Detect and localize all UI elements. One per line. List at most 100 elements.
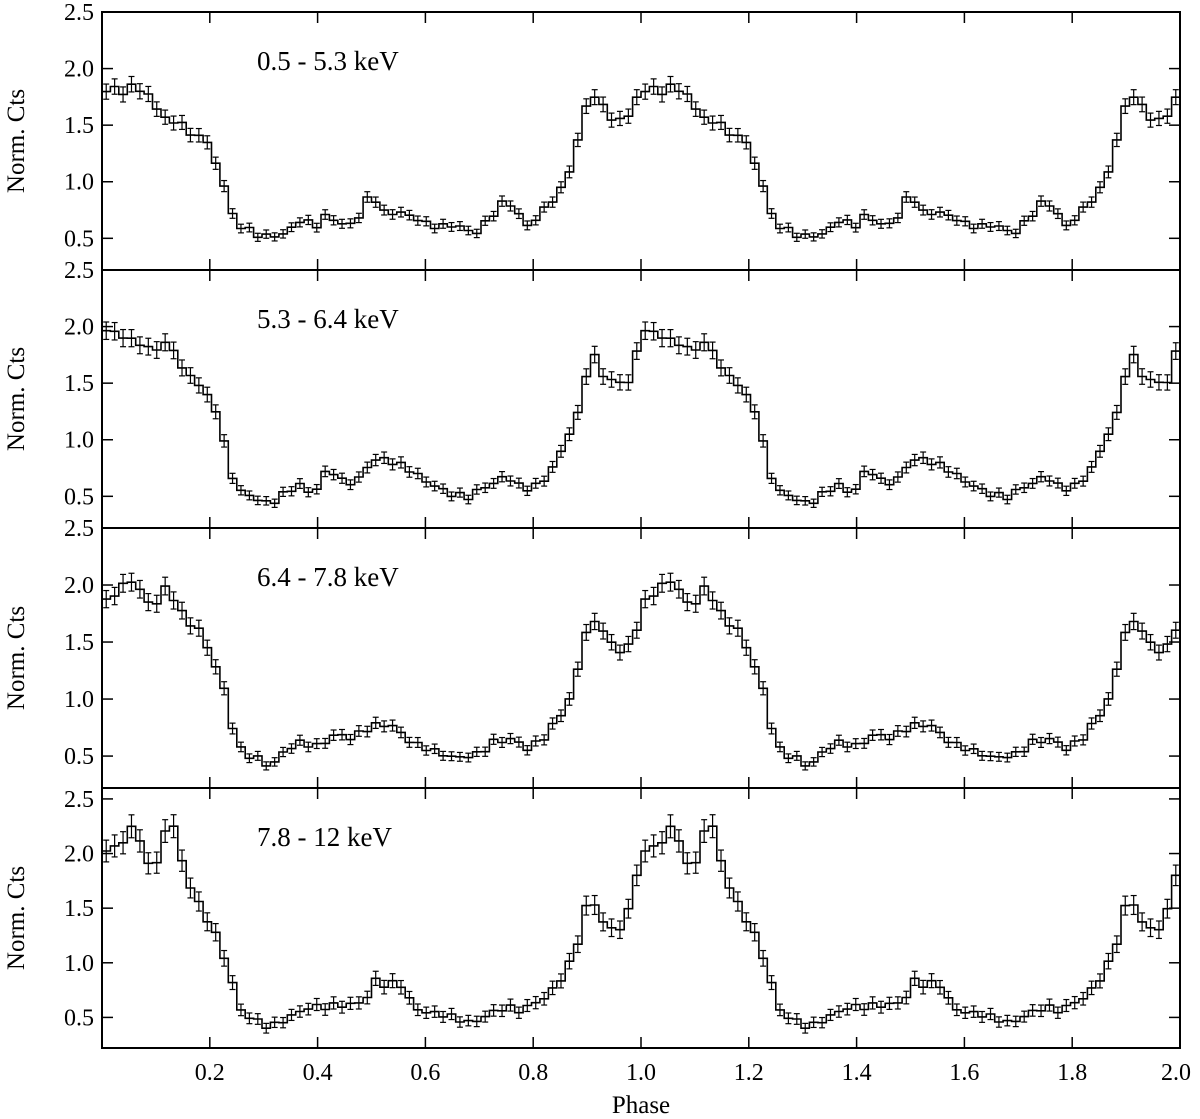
error-bar [347, 479, 354, 491]
light-curve-series [102, 825, 1180, 1029]
error-bar [1004, 752, 1011, 763]
error-bar [414, 1003, 421, 1017]
error-bar [566, 692, 573, 706]
error-bar [1088, 460, 1095, 473]
error-bar [355, 212, 362, 224]
error-bar [355, 471, 362, 483]
error-bar [549, 196, 556, 208]
error-bar [625, 898, 632, 919]
error-bar [406, 466, 413, 478]
error-bar [153, 341, 160, 359]
error-bar [987, 751, 994, 762]
error-bar [802, 229, 809, 239]
error-bar [852, 997, 859, 1012]
error-bar [945, 209, 952, 221]
error-bar [1172, 342, 1179, 360]
error-bar [212, 156, 219, 170]
error-bar [431, 1005, 438, 1018]
error-bar [701, 109, 708, 125]
error-bar [844, 1002, 851, 1016]
error-bar [869, 996, 876, 1010]
error-bar [726, 617, 733, 635]
error-bar [600, 912, 607, 932]
error-bar [886, 996, 893, 1010]
error-bar [810, 232, 817, 242]
error-bar [600, 96, 607, 113]
error-bar [1147, 112, 1154, 128]
error-bar [819, 486, 826, 498]
error-bar [1012, 228, 1019, 239]
y-tick-label: 2.0 [64, 842, 94, 868]
error-bar [103, 321, 110, 341]
error-bar [1139, 912, 1146, 932]
error-bar [734, 377, 741, 394]
error-bar [894, 471, 901, 483]
error-bar [1038, 195, 1045, 207]
error-bar [499, 195, 506, 207]
error-bar [827, 743, 834, 754]
error-bar [1012, 484, 1019, 495]
error-bar [1021, 746, 1028, 757]
error-bar [246, 490, 253, 501]
error-bar [1122, 623, 1129, 641]
error-bar [726, 127, 733, 143]
error-bar [979, 218, 986, 229]
error-bar [397, 206, 404, 218]
error-bar [507, 732, 514, 745]
error-bar [381, 979, 388, 995]
error-bar [979, 483, 986, 494]
error-bar [1096, 709, 1103, 723]
error-bar [987, 221, 994, 232]
error-bar [271, 1016, 278, 1029]
error-bar [1096, 181, 1103, 194]
error-bar [456, 1016, 463, 1028]
error-bar [271, 232, 278, 242]
error-bar [271, 498, 278, 508]
error-bar [372, 970, 379, 987]
error-bar [819, 229, 826, 239]
error-bar [448, 751, 455, 762]
x-tick-label: 0.2 [195, 1060, 225, 1086]
error-bar [616, 374, 623, 391]
error-bar [221, 681, 228, 696]
error-bar [1021, 482, 1028, 494]
error-bar [204, 639, 211, 656]
error-bar [524, 745, 531, 756]
error-bar [541, 201, 548, 213]
error-bar [566, 427, 573, 442]
error-bar [465, 494, 472, 505]
x-tick-label: 1.4 [842, 1060, 872, 1086]
error-bar [1071, 477, 1078, 489]
error-bar [136, 336, 143, 355]
error-bar [339, 1000, 346, 1014]
error-bar [650, 834, 657, 858]
error-bar [1155, 920, 1162, 940]
error-bar [684, 85, 691, 103]
error-bar [237, 485, 244, 496]
error-bar [928, 973, 935, 989]
error-bar [684, 852, 691, 875]
y-axis-label: Norm. Cts [3, 89, 30, 193]
error-bar [911, 970, 918, 987]
x-tick-label: 0.8 [518, 1060, 548, 1086]
error-bar [802, 761, 809, 771]
error-bar [111, 78, 118, 95]
error-bar [633, 621, 640, 639]
error-bar [179, 359, 186, 377]
error-bar [911, 196, 918, 208]
error-bar [675, 579, 682, 599]
y-tick-label: 2.5 [64, 787, 94, 813]
error-bar [600, 368, 607, 385]
error-bar [482, 215, 489, 226]
error-bar [221, 179, 228, 193]
error-bar [120, 831, 127, 855]
error-bar [187, 617, 194, 635]
error-bar [229, 472, 236, 485]
error-bar [524, 998, 531, 1013]
error-bar [431, 480, 438, 492]
error-bar [120, 328, 127, 348]
error-bar [1012, 1015, 1019, 1028]
error-bar [667, 75, 674, 93]
error-bar [1164, 108, 1171, 124]
error-bar [776, 1003, 783, 1017]
